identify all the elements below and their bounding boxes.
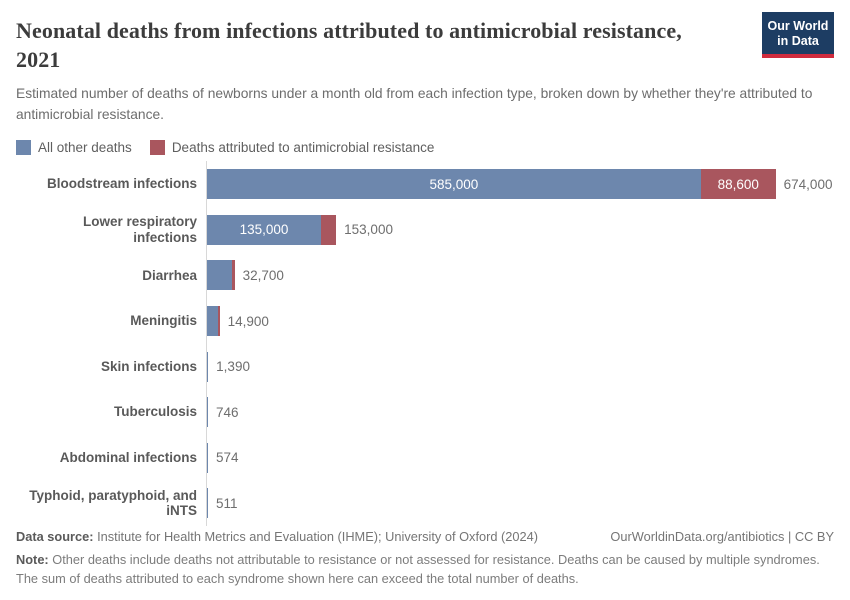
chart-footer: Data source: Institute for Health Metric…	[16, 529, 834, 588]
bar-chart: Bloodstream infections 585,000 88,600 674,0…	[16, 161, 834, 527]
chart-row: Lower respiratory infections 135,000 153,0…	[16, 207, 834, 253]
title-line-2: 2021	[16, 47, 61, 73]
bar-area: 14,900	[206, 298, 834, 344]
chart-subtitle: Estimated number of deaths of newborns u…	[16, 86, 813, 122]
legend-label: All other deaths	[38, 140, 132, 156]
data-source: Data source: Institute for Health Metric…	[16, 529, 538, 544]
legend-item: All other deaths	[16, 140, 132, 156]
bar-area: 1,390	[206, 343, 834, 390]
page-title: Neonatal deaths from infections attribut…	[16, 16, 761, 74]
total-value-label: 1,390	[216, 359, 250, 375]
bar-area: 574	[206, 435, 834, 481]
bar-segment-amr-deaths	[232, 260, 235, 291]
total-value-label: 746	[216, 404, 239, 420]
bar-area: 511	[206, 480, 834, 527]
source-row: Data source: Institute for Health Metric…	[16, 529, 834, 544]
title-line-1: Neonatal deaths from infections attribut…	[16, 18, 682, 43]
chart-row: Tuberculosis 746	[16, 389, 834, 435]
category-label: Lower respiratory infections	[82, 214, 197, 245]
segment-value-label: 88,600	[717, 176, 759, 192]
bar-segment-other-deaths	[207, 306, 219, 337]
note-text: Other deaths include deaths not attribut…	[16, 551, 820, 586]
bar-segment-other-deaths	[207, 397, 208, 428]
chart-row: Bloodstream infections 585,000 88,600 674,0…	[16, 161, 834, 208]
bar-segment-amr-deaths	[218, 306, 220, 337]
data-source-text: Institute for Health Metrics and Evaluat…	[93, 528, 539, 544]
rights-link[interactable]: OurWorldinData.org/antibiotics | CC BY	[610, 528, 834, 544]
legend-swatch	[16, 140, 31, 156]
category-label: Skin infections	[100, 358, 197, 374]
note-label: Note:	[16, 551, 49, 567]
category-label: Abdominal infections	[59, 450, 197, 466]
segment-value-label: 135,000	[239, 222, 289, 238]
logo-line-1: Our World	[767, 19, 829, 33]
bar-segment-other-deaths	[207, 351, 209, 382]
bar-area: 135,000 153,000	[206, 207, 834, 253]
chart-row: Abdominal infections 574	[16, 435, 834, 481]
category-label: Meningitis	[130, 313, 197, 329]
chart-row: Typhoid, paratyphoid, and iNTS 511	[16, 480, 834, 527]
total-value-label: 511	[216, 495, 238, 511]
bar-area: 585,000 88,600 674,000	[206, 161, 834, 208]
legend-label: Deaths attributed to antimicrobial resis…	[171, 140, 435, 156]
total-value-label: 674,000	[783, 176, 833, 192]
chart-note: Note: Other deaths include deaths not at…	[16, 550, 834, 588]
bar-segment-amr-deaths: 88,600	[700, 169, 776, 200]
owid-logo[interactable]: Our World in Data	[762, 12, 834, 58]
total-value-label: 14,900	[227, 313, 269, 329]
legend-item: Deaths attributed to antimicrobial resis…	[149, 140, 435, 156]
category-label: Bloodstream infections	[46, 176, 197, 192]
bar-segment-other-deaths: 585,000	[207, 169, 701, 200]
total-value-label: 32,700	[242, 267, 284, 283]
bar-segment-other-deaths	[207, 442, 208, 473]
bar-segment-other-deaths: 135,000	[207, 214, 321, 245]
category-label: Diarrhea	[142, 267, 197, 283]
chart-row: Skin infections 1,390	[16, 343, 834, 390]
chart-row: Diarrhea 32,700	[16, 252, 834, 299]
bar-segment-amr-deaths	[320, 214, 337, 245]
chart-row: Meningitis 14,900	[16, 298, 834, 344]
total-value-label: 574	[216, 450, 239, 466]
segment-value-label: 585,000	[429, 176, 479, 192]
legend: All other deaths Deaths attributed to ant…	[16, 140, 834, 156]
bar-segment-other-deaths	[207, 260, 233, 291]
total-value-label: 153,000	[344, 222, 393, 238]
bar-area: 32,700	[206, 252, 834, 299]
legend-swatch	[149, 140, 165, 156]
category-label: Tuberculosis	[113, 404, 197, 420]
data-source-label: Data source:	[16, 528, 94, 544]
bar-area: 746	[206, 389, 834, 435]
logo-line-2: in Data	[777, 34, 819, 48]
bar-segment-other-deaths	[207, 488, 208, 519]
category-label: Typhoid, paratyphoid, and iNTS	[29, 487, 197, 519]
